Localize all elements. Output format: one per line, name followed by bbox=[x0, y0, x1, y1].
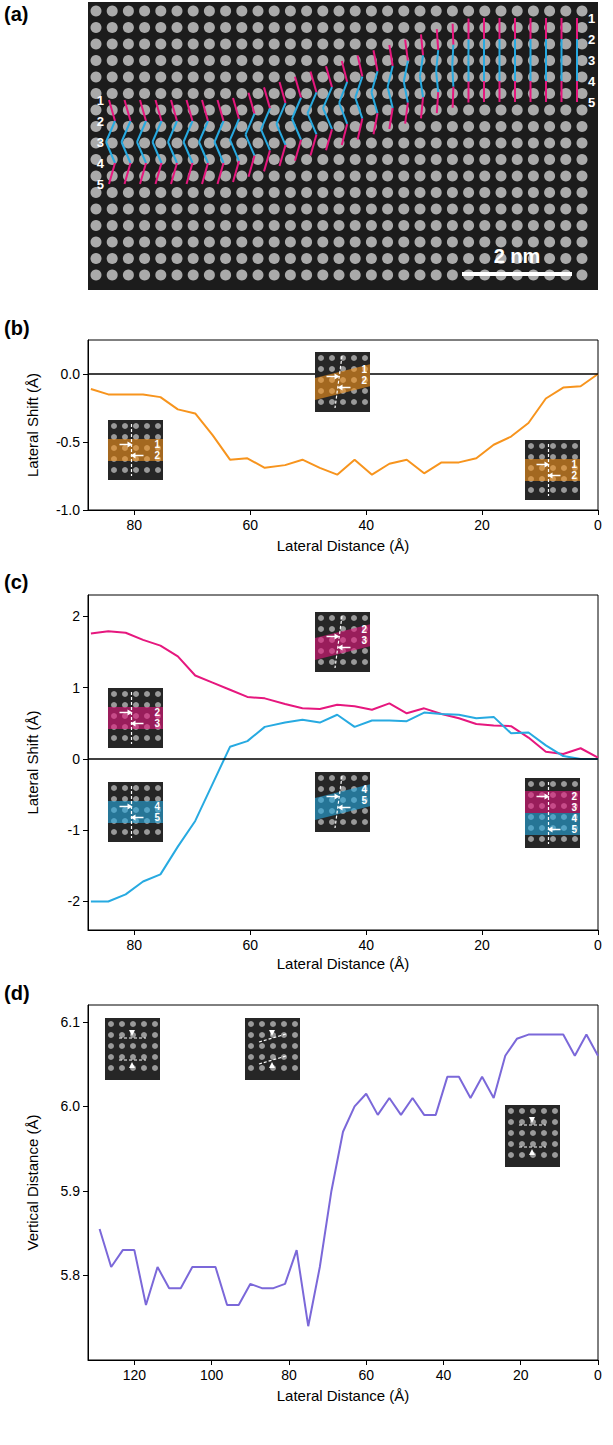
svg-text:Lateral Distance (Å): Lateral Distance (Å) bbox=[277, 1387, 410, 1404]
svg-text:2: 2 bbox=[72, 608, 80, 624]
svg-text:Lateral Distance (Å): Lateral Distance (Å) bbox=[277, 537, 410, 554]
svg-text:20: 20 bbox=[474, 517, 490, 533]
svg-text:0: 0 bbox=[72, 751, 80, 767]
svg-text:-1.0: -1.0 bbox=[56, 502, 80, 518]
svg-text:4: 4 bbox=[97, 156, 105, 171]
svg-text:100: 100 bbox=[200, 1367, 224, 1383]
svg-text:2 nm: 2 nm bbox=[494, 245, 541, 267]
svg-text:80: 80 bbox=[127, 937, 143, 953]
svg-text:40: 40 bbox=[358, 937, 374, 953]
svg-text:6.0: 6.0 bbox=[61, 1098, 81, 1114]
svg-text:Lateral Shift (Å): Lateral Shift (Å) bbox=[24, 373, 41, 477]
svg-text:5: 5 bbox=[361, 795, 367, 806]
svg-text:20: 20 bbox=[474, 937, 490, 953]
svg-text:2: 2 bbox=[571, 791, 577, 802]
svg-text:20: 20 bbox=[513, 1367, 529, 1383]
svg-text:80: 80 bbox=[281, 1367, 297, 1383]
svg-text:1: 1 bbox=[97, 93, 104, 108]
svg-text:3: 3 bbox=[361, 635, 367, 646]
svg-text:1: 1 bbox=[571, 459, 577, 470]
svg-text:2: 2 bbox=[154, 450, 160, 461]
svg-text:2: 2 bbox=[154, 707, 160, 718]
svg-text:1: 1 bbox=[72, 680, 80, 696]
svg-text:-0.5: -0.5 bbox=[56, 434, 80, 450]
svg-text:1: 1 bbox=[154, 439, 160, 450]
svg-text:(a): (a) bbox=[4, 3, 28, 25]
svg-text:3: 3 bbox=[154, 718, 160, 729]
svg-text:(b): (b) bbox=[4, 317, 30, 339]
svg-text:80: 80 bbox=[127, 517, 143, 533]
svg-text:(c): (c) bbox=[4, 571, 28, 593]
svg-text:40: 40 bbox=[436, 1367, 452, 1383]
svg-text:60: 60 bbox=[242, 517, 258, 533]
svg-text:60: 60 bbox=[242, 937, 258, 953]
svg-text:0: 0 bbox=[594, 517, 602, 533]
svg-text:(d): (d) bbox=[4, 982, 30, 1004]
svg-text:Lateral Distance (Å): Lateral Distance (Å) bbox=[277, 955, 410, 972]
svg-text:2: 2 bbox=[571, 470, 577, 481]
svg-text:40: 40 bbox=[358, 517, 374, 533]
svg-text:5.8: 5.8 bbox=[61, 1267, 81, 1283]
svg-text:0: 0 bbox=[594, 1367, 602, 1383]
svg-text:1: 1 bbox=[588, 11, 595, 26]
svg-text:Lateral Shift (Å): Lateral Shift (Å) bbox=[24, 710, 41, 814]
svg-text:2: 2 bbox=[97, 114, 104, 129]
svg-text:3: 3 bbox=[588, 53, 595, 68]
svg-text:-2: -2 bbox=[68, 893, 81, 909]
svg-text:1: 1 bbox=[361, 364, 367, 375]
svg-text:6.1: 6.1 bbox=[61, 1014, 81, 1030]
svg-text:4: 4 bbox=[571, 813, 577, 824]
svg-text:4: 4 bbox=[361, 784, 367, 795]
svg-text:4: 4 bbox=[154, 801, 160, 812]
svg-text:Vertical Distance (Å): Vertical Distance (Å) bbox=[24, 1115, 41, 1251]
svg-text:2: 2 bbox=[361, 375, 367, 386]
svg-text:0.0: 0.0 bbox=[61, 366, 81, 382]
svg-text:5: 5 bbox=[588, 95, 595, 110]
svg-text:2: 2 bbox=[588, 32, 595, 47]
svg-text:5.9: 5.9 bbox=[61, 1183, 81, 1199]
svg-text:5: 5 bbox=[97, 177, 104, 192]
svg-text:60: 60 bbox=[358, 1367, 374, 1383]
svg-text:5: 5 bbox=[571, 824, 577, 835]
svg-text:3: 3 bbox=[571, 802, 577, 813]
svg-text:3: 3 bbox=[97, 135, 104, 150]
svg-text:120: 120 bbox=[123, 1367, 147, 1383]
svg-text:5: 5 bbox=[154, 812, 160, 823]
svg-text:2: 2 bbox=[361, 624, 367, 635]
svg-text:4: 4 bbox=[588, 74, 596, 89]
svg-text:-1: -1 bbox=[68, 822, 81, 838]
svg-text:0: 0 bbox=[594, 937, 602, 953]
